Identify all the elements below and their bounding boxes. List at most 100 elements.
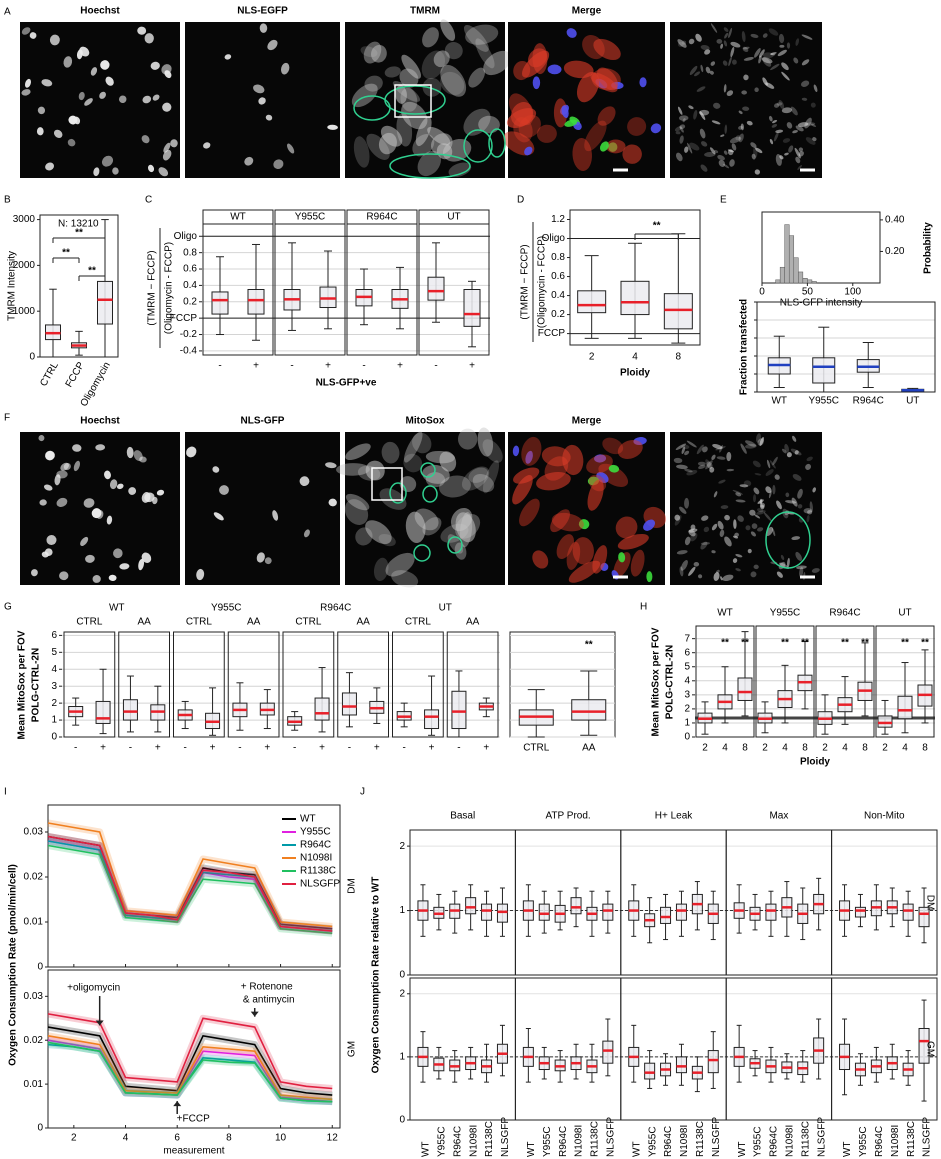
cell xyxy=(700,64,704,73)
y-tick-label: 3000 xyxy=(13,214,36,225)
x-tick-label: 100 xyxy=(844,287,861,298)
cell xyxy=(391,570,419,588)
group-title: WT xyxy=(109,603,125,614)
legend-label: WT xyxy=(300,814,316,825)
series-line xyxy=(47,822,333,928)
annotation: + Rotenone xyxy=(241,982,293,993)
cell xyxy=(536,472,571,491)
cell xyxy=(795,125,804,132)
histogram-bar xyxy=(798,271,804,284)
cell xyxy=(792,435,797,442)
cell xyxy=(801,59,810,66)
x-tick-label: R964C xyxy=(663,1126,674,1157)
x-tick-label: 4 xyxy=(123,1133,129,1144)
cell xyxy=(264,557,272,565)
condition-label: DM xyxy=(347,878,358,894)
cell xyxy=(740,443,747,454)
roi-circle xyxy=(422,485,438,503)
cell xyxy=(412,432,432,454)
cell xyxy=(212,466,220,473)
box xyxy=(602,903,614,921)
histogram-bar xyxy=(793,257,799,284)
x-tick-label: N1098I xyxy=(890,1125,901,1157)
cell xyxy=(753,494,756,503)
roi-circle xyxy=(463,129,493,163)
x-tick-label: + xyxy=(374,743,380,754)
cell xyxy=(643,519,655,531)
cell xyxy=(791,497,798,507)
cell xyxy=(718,159,726,167)
significance: ** xyxy=(801,638,809,649)
cell xyxy=(690,524,696,531)
cell xyxy=(701,515,709,521)
significance: ** xyxy=(88,266,96,277)
cell xyxy=(618,552,626,563)
series-line xyxy=(47,1039,333,1103)
cell xyxy=(265,114,273,121)
y-tick-label: 0.6 xyxy=(183,264,197,275)
cell xyxy=(684,497,690,509)
cell xyxy=(113,548,123,559)
y-axis-label: TMRM Intensity xyxy=(7,251,18,321)
cell xyxy=(267,39,278,51)
y-tick-label: 0.2 xyxy=(551,309,565,320)
cell xyxy=(38,435,45,442)
x-tick-label: WT xyxy=(842,1141,853,1157)
box xyxy=(918,906,930,928)
x-tick-label: WT xyxy=(631,1141,642,1157)
cell xyxy=(588,474,607,492)
x-tick-label: 2 xyxy=(71,1133,77,1144)
cell xyxy=(779,155,784,160)
cell xyxy=(676,550,688,555)
cell xyxy=(43,484,53,491)
cell xyxy=(774,103,780,108)
cell xyxy=(702,446,708,453)
box xyxy=(663,293,693,330)
y-tick-label: 0.2 xyxy=(183,296,197,307)
cell xyxy=(679,135,684,144)
cell xyxy=(365,460,385,481)
cell xyxy=(355,527,373,546)
cell xyxy=(384,66,401,78)
x-tick-label: Y955C xyxy=(436,1126,447,1157)
box xyxy=(570,897,582,915)
condition-label: GM xyxy=(347,1041,358,1057)
cell xyxy=(681,446,686,455)
cell xyxy=(724,32,729,39)
cell xyxy=(794,450,799,455)
plot-frame xyxy=(47,969,341,1129)
series-line xyxy=(47,1013,333,1090)
cell xyxy=(758,55,762,64)
cell xyxy=(733,519,737,530)
cell xyxy=(771,123,778,128)
cell xyxy=(688,529,696,537)
cell xyxy=(427,126,451,146)
cell xyxy=(693,110,698,120)
cell xyxy=(280,62,290,75)
group-title: Y955C xyxy=(295,212,326,223)
cell xyxy=(689,142,700,151)
cell xyxy=(551,512,584,532)
cell xyxy=(776,571,783,578)
y-axis-label: (Oligomycin - FCCP) xyxy=(537,236,548,328)
cell xyxy=(718,479,726,484)
cell xyxy=(745,440,757,447)
cell xyxy=(765,469,774,476)
cell xyxy=(710,23,718,33)
cell xyxy=(72,444,82,452)
cell xyxy=(327,124,338,130)
cell xyxy=(728,56,732,67)
y-tick-label: 3 xyxy=(684,689,690,700)
cell xyxy=(795,38,800,46)
box xyxy=(660,906,672,924)
x-tick-label: - xyxy=(457,743,460,754)
cell xyxy=(364,75,383,92)
y-axis-label: Oxygen Consumption Rate relative to WT xyxy=(371,877,382,1074)
y-tick-label: FCCP xyxy=(538,328,566,339)
box xyxy=(95,700,111,724)
cell xyxy=(716,456,726,460)
cell xyxy=(782,448,787,454)
cell xyxy=(186,446,197,458)
cell xyxy=(730,46,735,58)
cell xyxy=(31,569,38,577)
